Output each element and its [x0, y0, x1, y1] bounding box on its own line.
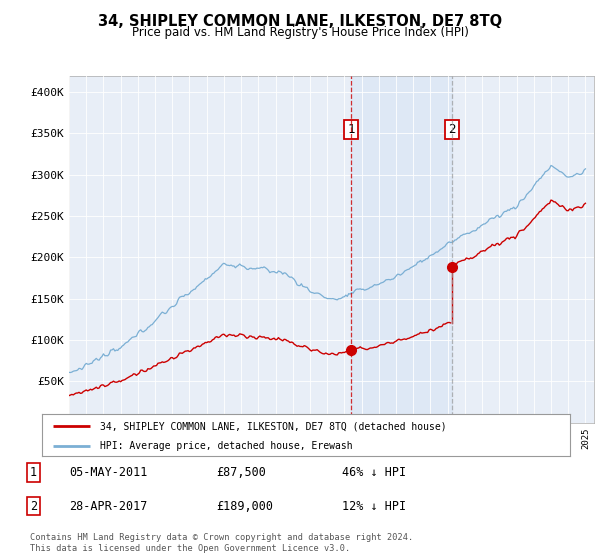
- Text: 1: 1: [347, 123, 355, 136]
- Text: HPI: Average price, detached house, Erewash: HPI: Average price, detached house, Erew…: [100, 441, 353, 451]
- Bar: [351, 76, 452, 423]
- Text: 34, SHIPLEY COMMON LANE, ILKESTON, DE7 8TQ (detached house): 34, SHIPLEY COMMON LANE, ILKESTON, DE7 8…: [100, 421, 447, 431]
- Text: 46% ↓ HPI: 46% ↓ HPI: [342, 466, 406, 479]
- Text: £87,500: £87,500: [216, 466, 266, 479]
- Text: 12% ↓ HPI: 12% ↓ HPI: [342, 500, 406, 512]
- Text: £189,000: £189,000: [216, 500, 273, 512]
- Text: 2: 2: [30, 500, 37, 512]
- Text: 28-APR-2017: 28-APR-2017: [69, 500, 148, 512]
- Text: 2: 2: [448, 123, 456, 136]
- Text: Price paid vs. HM Land Registry's House Price Index (HPI): Price paid vs. HM Land Registry's House …: [131, 26, 469, 39]
- Text: Contains HM Land Registry data © Crown copyright and database right 2024.
This d: Contains HM Land Registry data © Crown c…: [30, 533, 413, 553]
- Text: 05-MAY-2011: 05-MAY-2011: [69, 466, 148, 479]
- Text: 34, SHIPLEY COMMON LANE, ILKESTON, DE7 8TQ: 34, SHIPLEY COMMON LANE, ILKESTON, DE7 8…: [98, 14, 502, 29]
- Text: 1: 1: [30, 466, 37, 479]
